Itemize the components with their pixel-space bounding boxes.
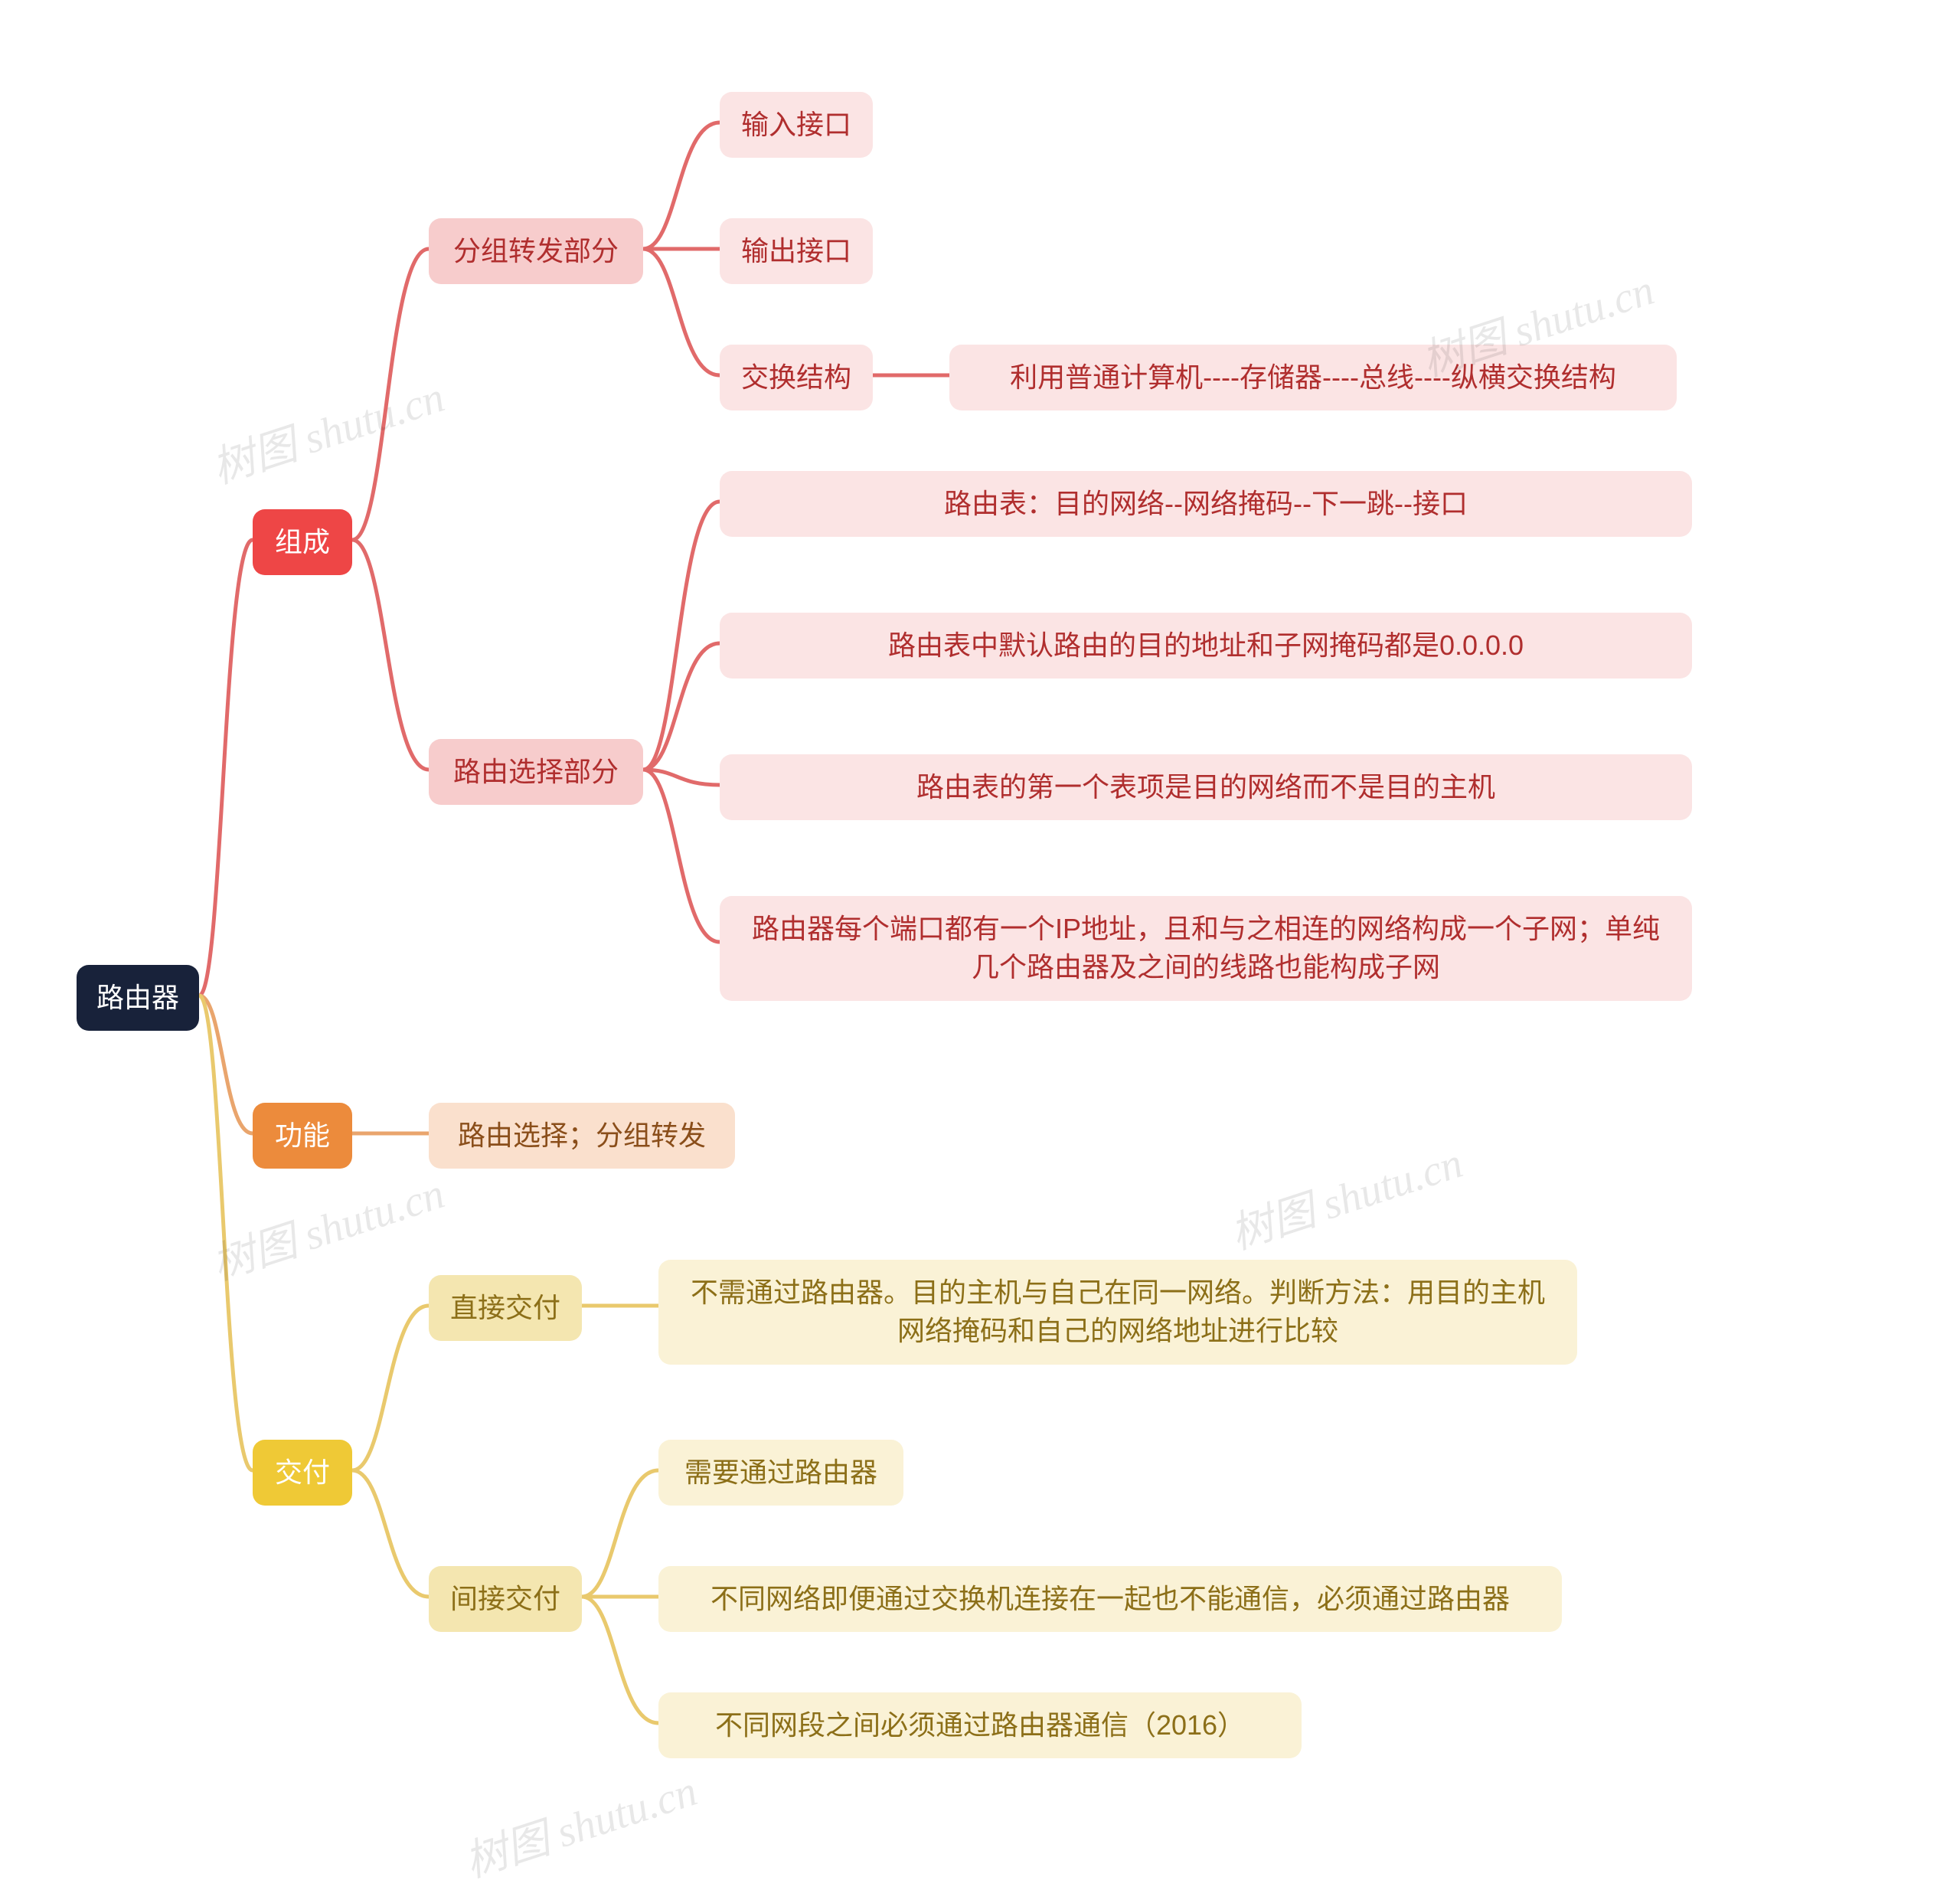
branch-组成: 组成	[253, 509, 352, 575]
branch-交付: 交付	[253, 1440, 352, 1506]
node-路由表：目的: 路由表：目的网络--网络掩码--下一跳--接口	[720, 471, 1692, 537]
node-不同网络即便: 不同网络即便通过交换机连接在一起也不能通信，必须通过路由器	[658, 1566, 1562, 1632]
node-不需通过路由: 不需通过路由器。目的主机与自己在同一网络。判断方法：用目的主机网络掩码和自己的网…	[658, 1260, 1577, 1365]
node-路由表的第一: 路由表的第一个表项是目的网络而不是目的主机	[720, 754, 1692, 820]
node-路由选择部分: 路由选择部分	[429, 739, 643, 805]
node-分组转发部分: 分组转发部分	[429, 218, 643, 284]
watermark: 树图 shutu.cn	[203, 362, 451, 495]
node-路由选择；分: 路由选择；分组转发	[429, 1103, 735, 1169]
mindmap-canvas: 路由器 组成 分组转发部分 输入接口输出接口交换结构 利用普通计算机----存储器---…	[0, 0, 1960, 1820]
watermark: 树图 shutu.cn	[1221, 1128, 1469, 1261]
node-直接交付: 直接交付	[429, 1275, 582, 1341]
node-不同网段之间: 不同网段之间必须通过路由器通信（2016）	[658, 1692, 1302, 1758]
node-输出接口: 输出接口	[720, 218, 873, 284]
node-间接交付: 间接交付	[429, 1566, 582, 1632]
node-路由表中默认: 路由表中默认路由的目的地址和子网掩码都是0.0.0.0	[720, 613, 1692, 679]
root-node: 路由器	[77, 965, 199, 1031]
node-路由器每个端: 路由器每个端口都有一个IP地址，且和与之相连的网络构成一个子网；单纯几个路由器及…	[720, 896, 1692, 1001]
watermark: 树图 shutu.cn	[456, 1756, 704, 1889]
node-输入接口: 输入接口	[720, 92, 873, 158]
node-交换结构: 交换结构	[720, 345, 873, 410]
branch-功能: 功能	[253, 1103, 352, 1169]
node-需要通过路由: 需要通过路由器	[658, 1440, 903, 1506]
watermark: 树图 shutu.cn	[203, 1159, 451, 1292]
node-利用普通计算: 利用普通计算机----存储器----总线----纵横交换结构	[949, 345, 1677, 410]
